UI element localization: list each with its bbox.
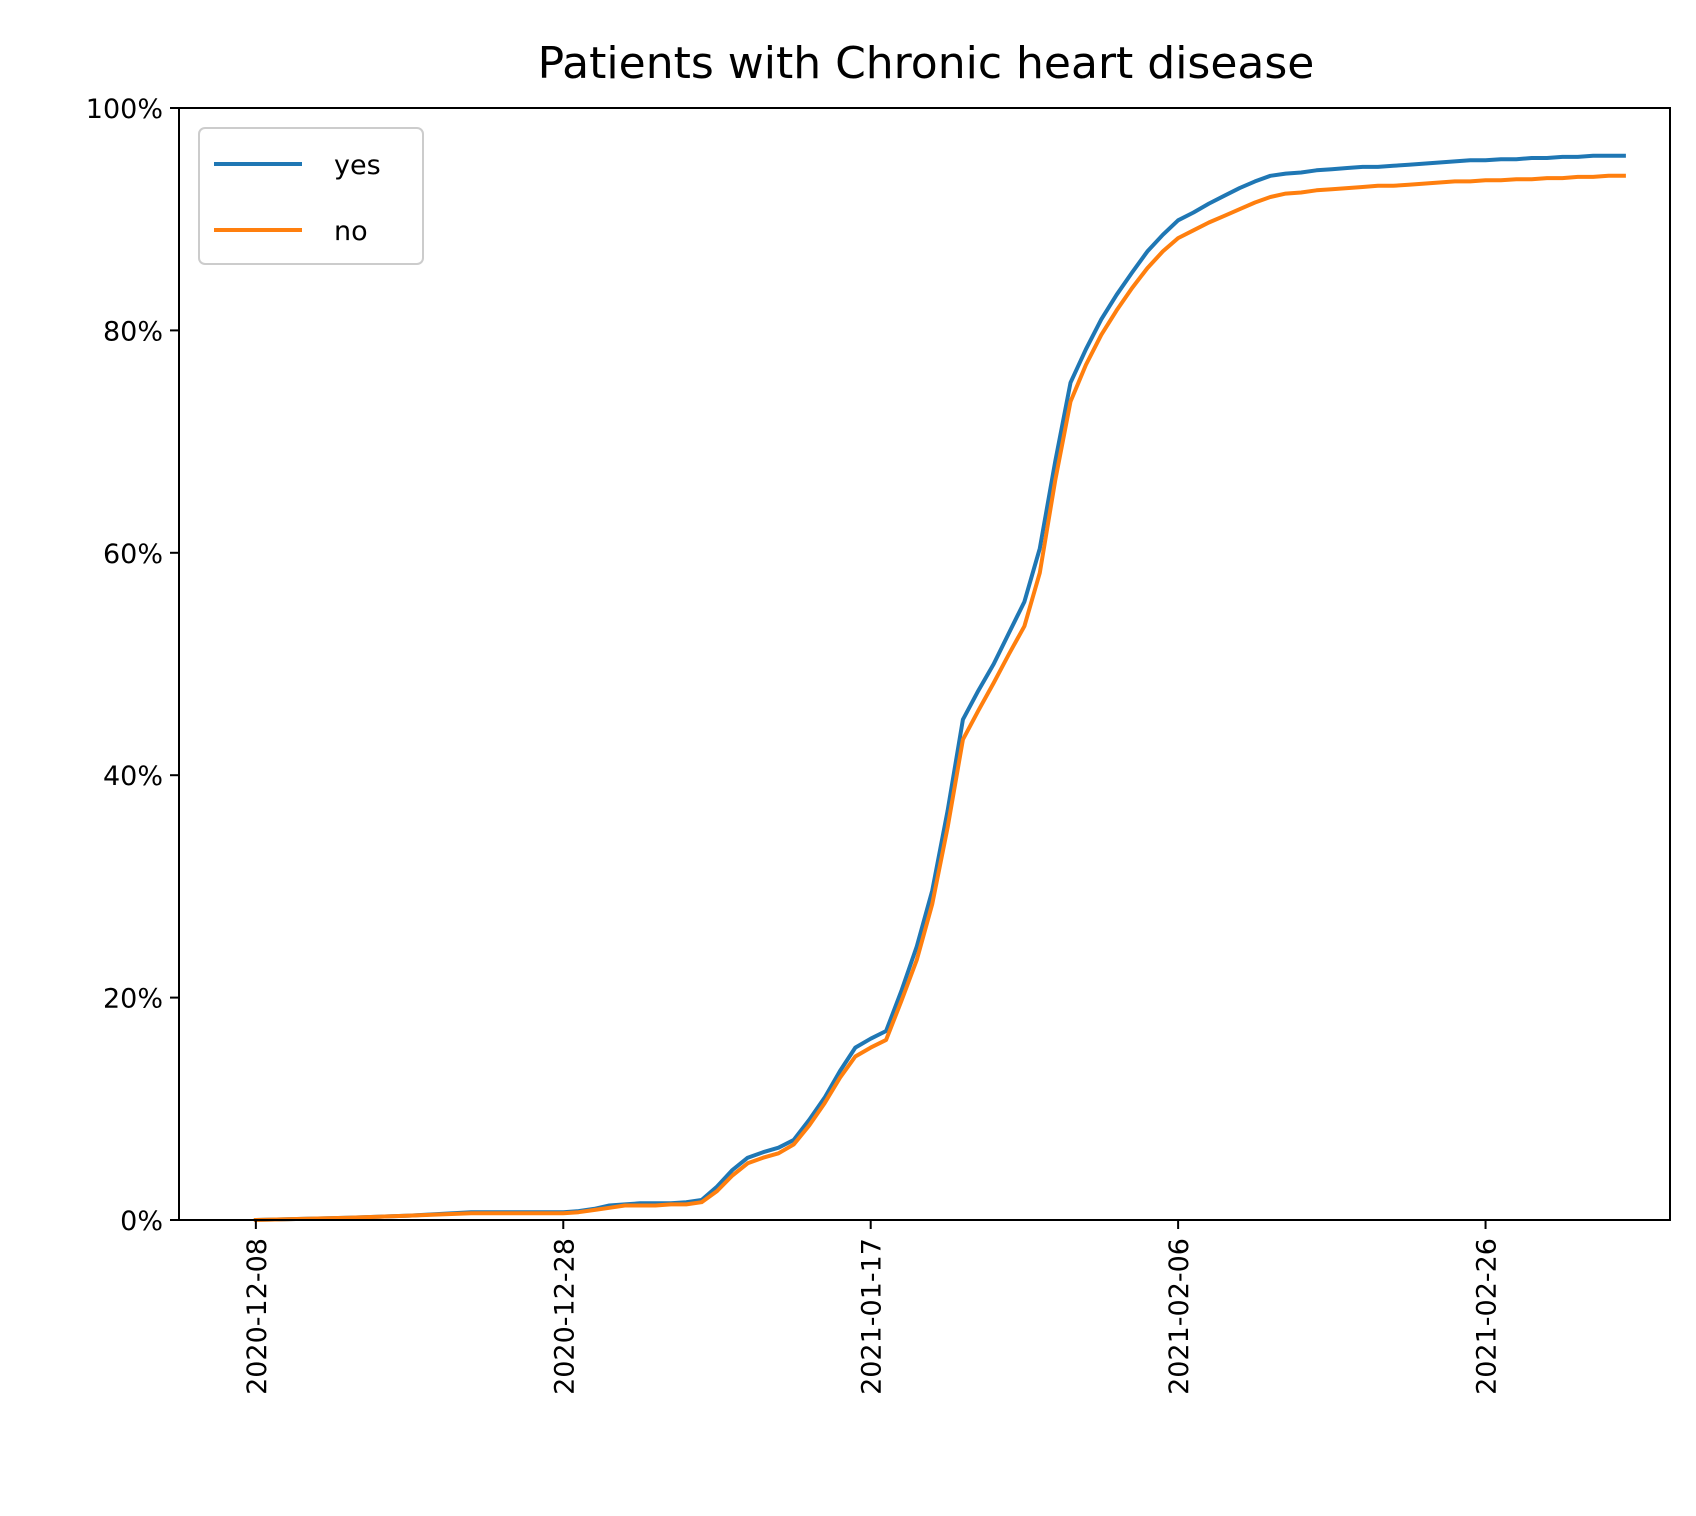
legend-label-no: no — [334, 216, 368, 247]
chart-title: Patients with Chronic heart disease — [538, 38, 1315, 89]
y-tick-label: 80% — [103, 316, 163, 347]
y-tick-label: 40% — [103, 761, 163, 792]
y-tick-label: 60% — [103, 539, 163, 570]
y-tick-label: 0% — [120, 1206, 163, 1237]
y-axis: 0% 20% 40% 60% 80% 100% — [86, 94, 179, 1237]
x-tick-label: 2021-02-06 — [1164, 1238, 1195, 1395]
legend: yes no — [198, 127, 424, 265]
legend-label-yes: yes — [334, 150, 381, 181]
x-tick-label: 2020-12-28 — [549, 1238, 580, 1395]
y-tick-label: 100% — [86, 94, 163, 125]
y-tick-label: 20% — [103, 984, 163, 1015]
legend-box — [198, 127, 424, 265]
x-tick-label: 2020-12-08 — [242, 1238, 273, 1395]
series-lines — [253, 153, 1626, 1223]
x-tick-label: 2021-02-26 — [1472, 1238, 1503, 1395]
x-axis: 2020-12-08 2020-12-28 2021-01-17 2021-02-06… — [242, 1220, 1503, 1395]
series-line-no — [253, 173, 1626, 1223]
x-tick-label: 2021-01-17 — [857, 1238, 888, 1395]
plot-area-frame — [178, 107, 1671, 1221]
